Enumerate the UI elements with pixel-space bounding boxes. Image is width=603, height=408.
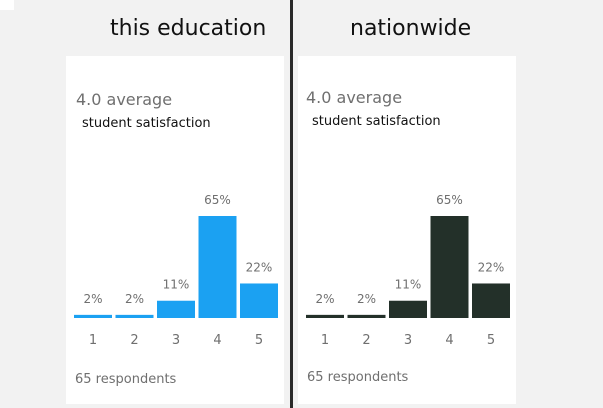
heading-this-education: this education	[110, 16, 267, 41]
right-value-label-3: 11%	[395, 278, 422, 292]
left-value-label-3: 11%	[163, 278, 190, 292]
right-bar-4	[430, 216, 469, 318]
satisfaction-label: student satisfaction	[82, 116, 211, 131]
panel-divider	[290, 0, 293, 408]
right-value-label-2: 2%	[357, 292, 376, 306]
card-this-education: 4.0 average student satisfaction 2% 1 2% 2 1…	[66, 56, 284, 404]
left-value-label-2: 2%	[125, 292, 144, 306]
right-value-label-4: 65%	[436, 193, 463, 207]
right-tick-label-2: 2	[362, 333, 370, 348]
left-value-label-1: 2%	[83, 292, 102, 306]
card-nationwide: 4.0 average student satisfaction 2% 1 2% 2 1…	[298, 56, 516, 404]
heading-nationwide: nationwide	[350, 16, 472, 41]
left-tick-label-1: 1	[89, 333, 97, 348]
right-tick-label-5: 5	[487, 333, 495, 348]
satisfaction-label: student satisfaction	[312, 114, 441, 129]
right-bar-1	[306, 314, 344, 318]
left-bar-3	[157, 300, 195, 318]
left-tick-label-3: 3	[172, 333, 180, 348]
right-bar-2	[347, 314, 386, 318]
average-label: 4.0 average	[306, 88, 403, 107]
satisfaction-bar-chart-left: 2% 1 2% 2 11% 3 65% 4 22% 5	[74, 193, 278, 348]
right-tick-label-1: 1	[321, 333, 329, 348]
left-bar-4	[198, 216, 237, 318]
left-bar-2	[115, 314, 154, 318]
left-value-label-5: 22%	[246, 260, 273, 274]
right-bar-3	[389, 300, 427, 318]
respondents-label: 65 respondents	[307, 370, 409, 385]
left-bar-1	[74, 314, 112, 318]
left-tick-label-5: 5	[255, 333, 263, 348]
left-tick-label-4: 4	[213, 333, 221, 348]
left-value-label-4: 65%	[204, 193, 231, 207]
respondents-label: 65 respondents	[75, 372, 177, 387]
corner-box	[0, 0, 14, 10]
average-label: 4.0 average	[76, 90, 173, 109]
right-tick-label-4: 4	[445, 333, 453, 348]
right-value-label-1: 2%	[315, 292, 334, 306]
left-tick-label-2: 2	[130, 333, 138, 348]
right-value-label-5: 22%	[478, 260, 505, 274]
satisfaction-bar-chart-right: 2% 1 2% 2 11% 3 65% 4 22% 5	[306, 193, 510, 348]
left-bar-5	[240, 283, 278, 318]
right-bar-5	[472, 283, 510, 318]
right-tick-label-3: 3	[404, 333, 412, 348]
